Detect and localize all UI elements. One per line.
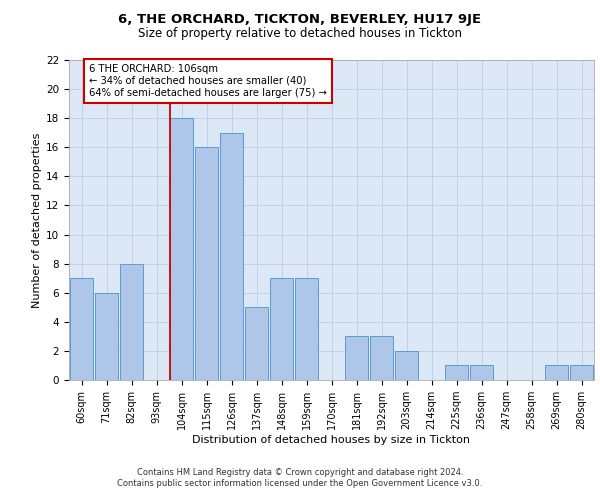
Y-axis label: Number of detached properties: Number of detached properties (32, 132, 42, 308)
Bar (470, 366, 493, 380)
Bar (344, 336, 368, 380)
Bar (569, 366, 593, 380)
Bar (445, 366, 469, 380)
Text: 6, THE ORCHARD, TICKTON, BEVERLEY, HU17 9JE: 6, THE ORCHARD, TICKTON, BEVERLEY, HU17 … (118, 12, 482, 26)
Bar (545, 366, 568, 380)
Bar (269, 278, 293, 380)
Bar (119, 264, 143, 380)
Bar (370, 336, 394, 380)
Bar (395, 351, 418, 380)
Text: Size of property relative to detached houses in Tickton: Size of property relative to detached ho… (138, 28, 462, 40)
Bar (194, 148, 218, 380)
Text: 6 THE ORCHARD: 106sqm
← 34% of detached houses are smaller (40)
64% of semi-deta: 6 THE ORCHARD: 106sqm ← 34% of detached … (89, 64, 327, 98)
Bar (170, 118, 193, 380)
Text: Contains HM Land Registry data © Crown copyright and database right 2024.
Contai: Contains HM Land Registry data © Crown c… (118, 468, 482, 487)
X-axis label: Distribution of detached houses by size in Tickton: Distribution of detached houses by size … (193, 435, 470, 445)
Bar (220, 132, 244, 380)
Bar (95, 292, 118, 380)
Bar (70, 278, 94, 380)
Bar (245, 308, 268, 380)
Bar (295, 278, 319, 380)
